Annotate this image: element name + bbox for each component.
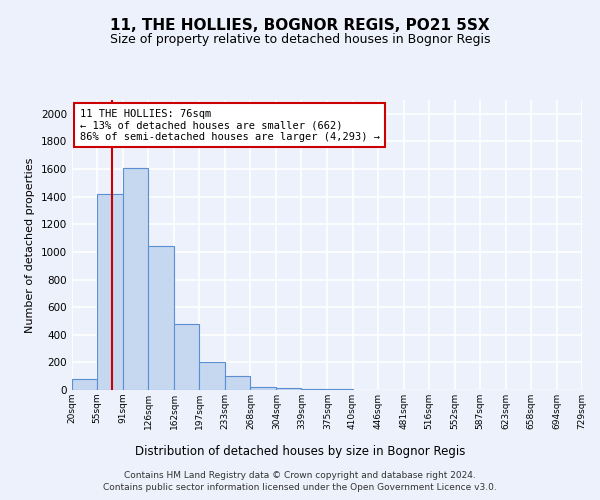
Text: Contains public sector information licensed under the Open Government Licence v3: Contains public sector information licen… [103,483,497,492]
Text: Distribution of detached houses by size in Bognor Regis: Distribution of detached houses by size … [135,444,465,458]
Y-axis label: Number of detached properties: Number of detached properties [25,158,35,332]
Text: Contains HM Land Registry data © Crown copyright and database right 2024.: Contains HM Land Registry data © Crown c… [124,470,476,480]
Bar [250,386,276,390]
Text: 11, THE HOLLIES, BOGNOR REGIS, PO21 5SX: 11, THE HOLLIES, BOGNOR REGIS, PO21 5SX [110,18,490,32]
Bar [72,379,97,390]
Bar [174,324,199,390]
Text: Size of property relative to detached houses in Bognor Regis: Size of property relative to detached ho… [110,32,490,46]
Bar [148,246,174,390]
Bar [97,194,123,390]
Text: 11 THE HOLLIES: 76sqm
← 13% of detached houses are smaller (662)
86% of semi-det: 11 THE HOLLIES: 76sqm ← 13% of detached … [80,108,380,142]
Bar [301,388,328,390]
Bar [225,376,250,390]
Bar [123,168,148,390]
Bar [276,388,301,390]
Bar [199,362,225,390]
